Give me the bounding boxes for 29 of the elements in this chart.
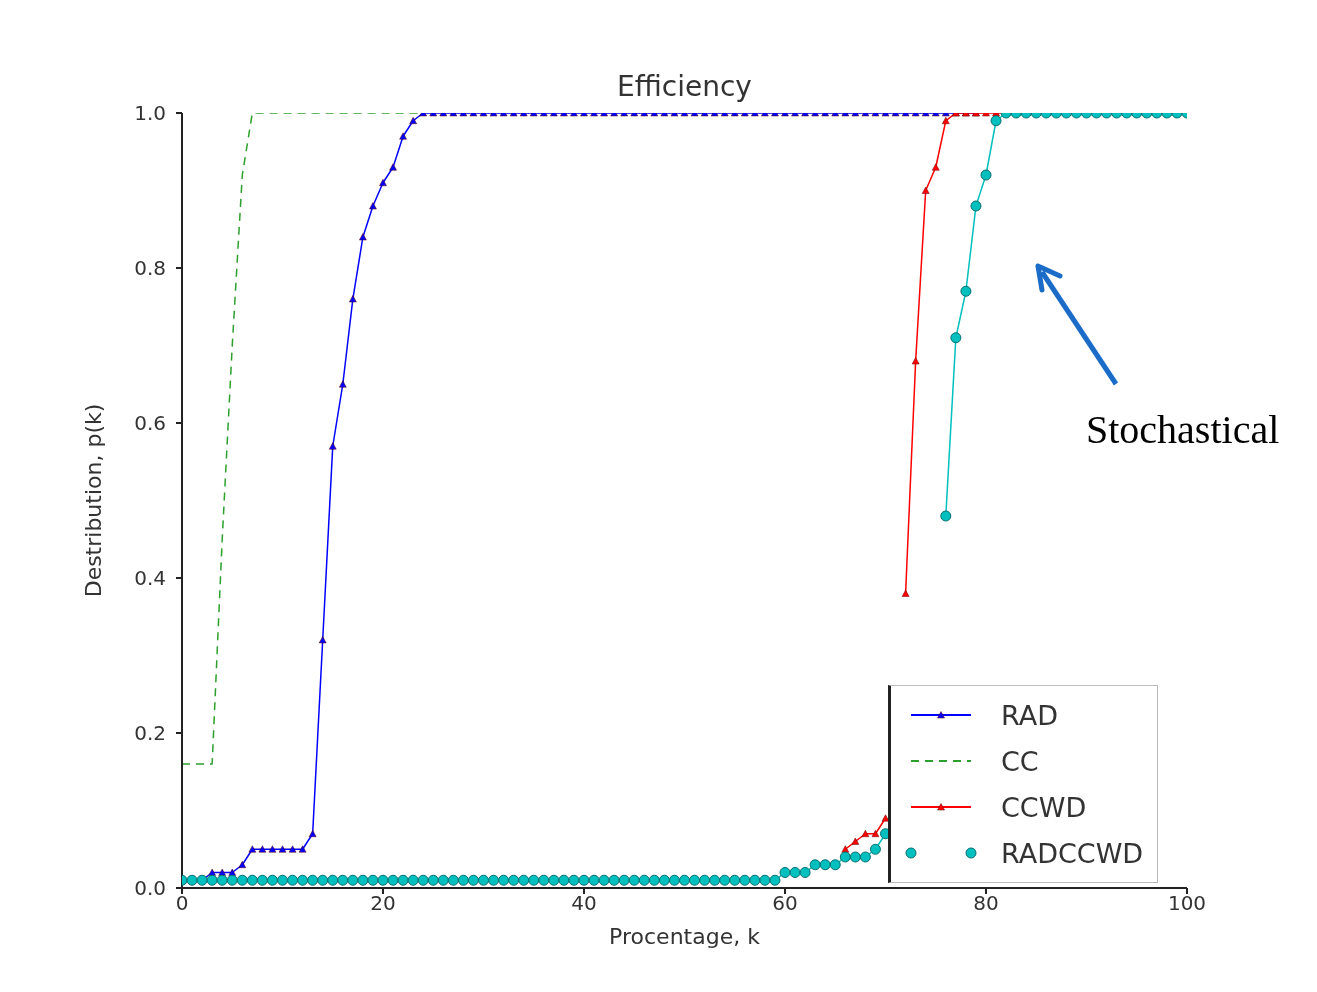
y-tick-label: 0.6 — [134, 411, 166, 436]
x-tick-label: 100 — [1167, 891, 1207, 916]
point — [911, 357, 920, 365]
y-tick-label: 0.4 — [134, 566, 166, 591]
legend-label: CC — [1001, 745, 1039, 777]
x-tick-label: 20 — [370, 891, 396, 916]
legend-label: RAD — [1001, 699, 1058, 731]
point — [901, 589, 910, 597]
x-axis-title: Procentage, k — [609, 924, 761, 949]
point — [932, 163, 940, 171]
point — [851, 837, 860, 845]
point — [841, 845, 850, 853]
x-tick-label: 0 — [175, 891, 189, 916]
annotation: Stochastical — [1086, 406, 1280, 453]
x-tick-label: 80 — [973, 891, 999, 916]
y-tick-label: 0.8 — [134, 256, 166, 281]
point — [861, 830, 870, 837]
y-tick-label: 0.0 — [134, 876, 166, 901]
legend-label: CCWD — [1001, 791, 1087, 823]
y-axis-title: Destribution, p(k) — [80, 403, 106, 598]
legend-label: RADCCWD — [1001, 837, 1144, 869]
point — [921, 186, 930, 194]
point — [942, 117, 950, 124]
x-tick-label: 40 — [571, 891, 597, 916]
point — [871, 830, 880, 837]
y-tick-label: 0.2 — [134, 721, 166, 746]
chart-title: Efficiency — [616, 70, 753, 103]
y-tick-label: 1.0 — [134, 101, 166, 126]
x-tick-label: 60 — [772, 891, 798, 916]
